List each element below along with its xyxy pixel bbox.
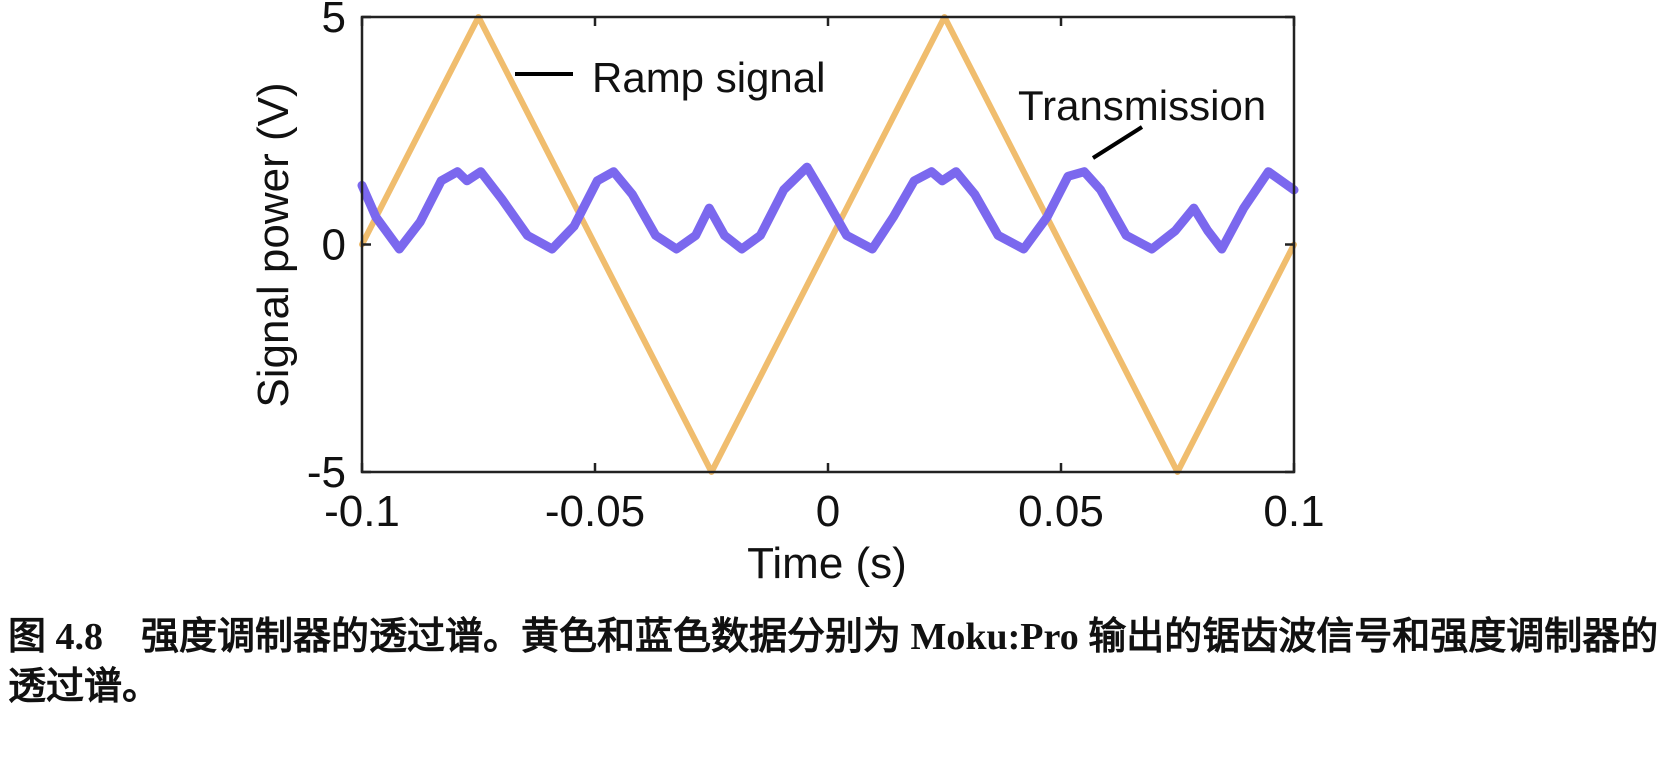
x-axis-title: Time (s) xyxy=(747,539,907,588)
x-tick-label: 0.1 xyxy=(1263,487,1324,536)
y-tick-label: 0 xyxy=(322,221,346,270)
caption-text: 强度调制器的透过谱。黄色和蓝色数据分别为 Moku:Pro 输出的锯齿波信号和强… xyxy=(8,616,1659,708)
x-tick-label: -0.05 xyxy=(545,487,645,536)
transmission-pointer-line xyxy=(1091,125,1144,160)
figure-number: 图 4.8 xyxy=(8,616,104,658)
x-axis: -0.1 -0.05 0 0.05 0.1 xyxy=(324,17,1325,536)
chart: -0.1 -0.05 0 0.05 0.1 -5 0 5 Ramp signal Trans… xyxy=(249,0,1325,588)
figure-caption: 图 4.8 强度调制器的透过谱。黄色和蓝色数据分别为 Moku:Pro 输出的锯齿… xyxy=(8,612,1660,712)
series-ramp-signal-line xyxy=(359,14,1297,475)
y-axis: -5 0 5 xyxy=(307,0,1294,497)
x-tick-label: 0 xyxy=(816,487,840,536)
x-tick-label: -0.1 xyxy=(324,487,400,536)
y-axis-title: Signal power (V) xyxy=(249,82,298,407)
plot-series xyxy=(357,14,1299,475)
series-transmission-line xyxy=(357,162,1299,254)
transmission-annotation: Transmission xyxy=(1018,82,1266,129)
x-tick-label: 0.05 xyxy=(1018,487,1104,536)
ramp-signal-annotation: Ramp signal xyxy=(592,54,825,101)
y-tick-label: 5 xyxy=(322,0,346,42)
y-tick-label: -5 xyxy=(307,448,346,497)
